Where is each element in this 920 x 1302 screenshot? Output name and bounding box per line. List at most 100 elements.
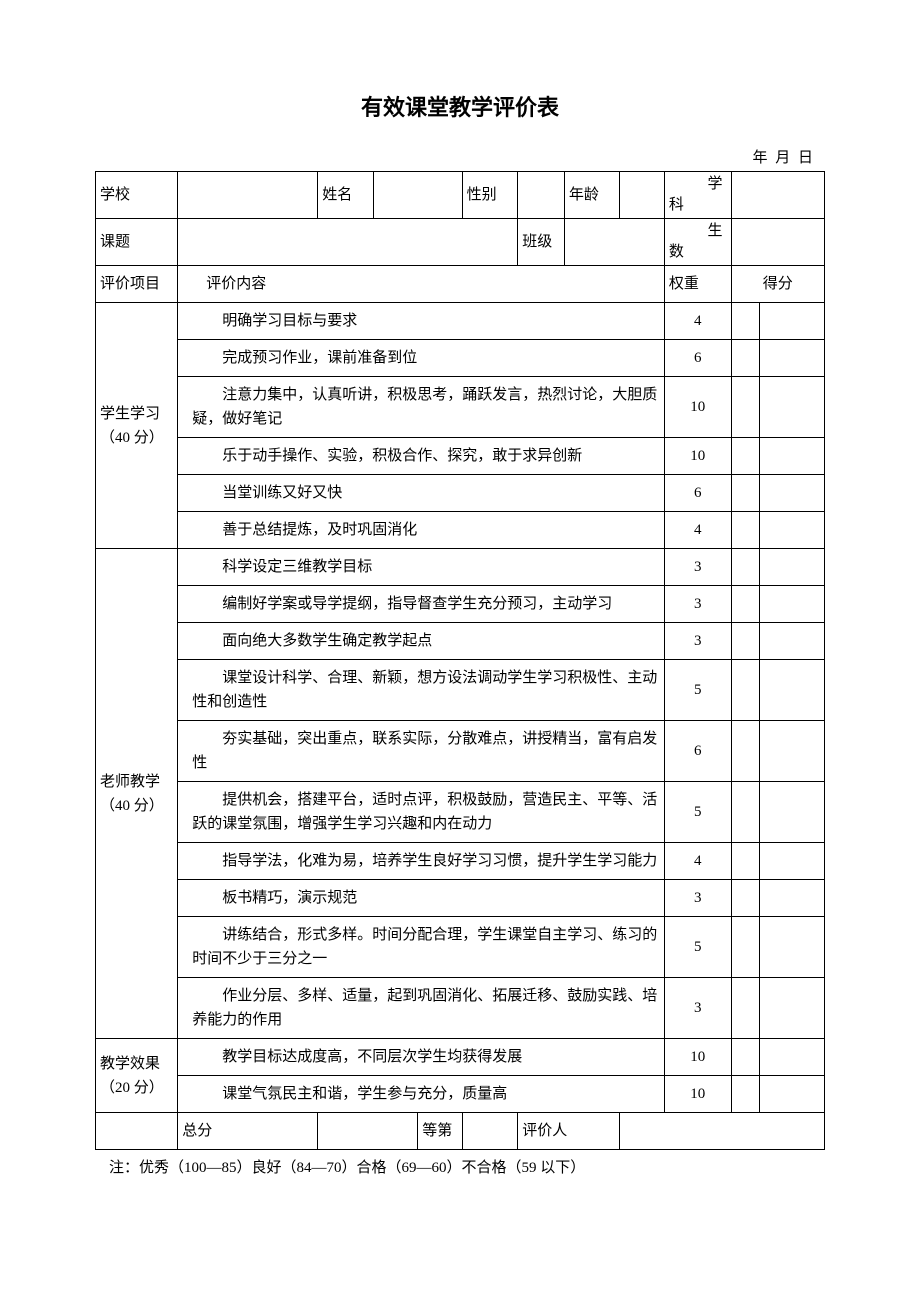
input-school[interactable] xyxy=(178,172,318,219)
criterion-1-8: 讲练结合，形式多样。时间分配合理，学生课堂自主学习、练习的时间不少于三分之一 xyxy=(178,917,665,978)
score-2-0b[interactable] xyxy=(760,1039,825,1076)
input-class[interactable] xyxy=(564,219,664,266)
score-1-2b[interactable] xyxy=(760,623,825,660)
score-1-8b[interactable] xyxy=(760,917,825,978)
weight-1-6: 4 xyxy=(664,843,731,880)
score-1-1b[interactable] xyxy=(760,586,825,623)
score-1-6a[interactable] xyxy=(731,843,760,880)
score-1-5a[interactable] xyxy=(731,782,760,843)
label-school: 学校 xyxy=(96,172,178,219)
score-1-1a[interactable] xyxy=(731,586,760,623)
score-0-1b[interactable] xyxy=(760,340,825,377)
weight-1-7: 3 xyxy=(664,880,731,917)
date-line: 年 月 日 xyxy=(95,146,825,167)
evaluation-table: 学校 姓名 性别 年龄 学 科 课题 班级 生 数 评价项目 评价内容 权重 得… xyxy=(95,171,825,1150)
criterion-1-0: 科学设定三维教学目标 xyxy=(178,549,665,586)
score-0-3a[interactable] xyxy=(731,438,760,475)
criterion-0-2: 注意力集中，认真听讲，积极思考，踊跃发言，热烈讨论，大胆质疑，做好笔记 xyxy=(178,377,665,438)
weight-0-0: 4 xyxy=(664,303,731,340)
score-1-7a[interactable] xyxy=(731,880,760,917)
footnote: 注：优秀（100—85）良好（84—70）合格（69—60）不合格（59 以下） xyxy=(95,1156,825,1180)
label-topic: 课题 xyxy=(96,219,178,266)
score-1-5b[interactable] xyxy=(760,782,825,843)
score-0-5b[interactable] xyxy=(760,512,825,549)
score-1-2a[interactable] xyxy=(731,623,760,660)
weight-2-0: 10 xyxy=(664,1039,731,1076)
footer-blank xyxy=(96,1113,178,1150)
score-1-4a[interactable] xyxy=(731,721,760,782)
criterion-1-1: 编制好学案或导学提纲，指导督查学生充分预习，主动学习 xyxy=(178,586,665,623)
score-0-5a[interactable] xyxy=(731,512,760,549)
score-1-3b[interactable] xyxy=(760,660,825,721)
criterion-1-9: 作业分层、多样、适量，起到巩固消化、拓展迁移、鼓励实践、培养能力的作用 xyxy=(178,978,665,1039)
score-2-1a[interactable] xyxy=(731,1076,760,1113)
weight-1-9: 3 xyxy=(664,978,731,1039)
label-age: 年龄 xyxy=(564,172,620,219)
weight-1-5: 5 xyxy=(664,782,731,843)
label-gender: 性别 xyxy=(462,172,518,219)
score-2-1b[interactable] xyxy=(760,1076,825,1113)
weight-1-4: 6 xyxy=(664,721,731,782)
score-0-3b[interactable] xyxy=(760,438,825,475)
label-class: 班级 xyxy=(518,219,565,266)
input-topic[interactable] xyxy=(178,219,518,266)
weight-1-1: 3 xyxy=(664,586,731,623)
weight-1-3: 5 xyxy=(664,660,731,721)
weight-1-0: 3 xyxy=(664,549,731,586)
input-total[interactable] xyxy=(318,1113,418,1150)
col-item: 评价项目 xyxy=(96,266,178,303)
label-subject: 学 科 xyxy=(664,172,731,219)
criterion-1-6: 指导学法，化难为易，培养学生良好学习习惯，提升学生学习能力 xyxy=(178,843,665,880)
criterion-0-4: 当堂训练又好又快 xyxy=(178,475,665,512)
input-count[interactable] xyxy=(731,219,824,266)
section-0-name: 学生学习（40 分） xyxy=(96,303,178,549)
score-2-0a[interactable] xyxy=(731,1039,760,1076)
col-content: 评价内容 xyxy=(178,266,665,303)
score-0-0a[interactable] xyxy=(731,303,760,340)
score-1-9a[interactable] xyxy=(731,978,760,1039)
section-2-name: 教学效果（20 分） xyxy=(96,1039,178,1113)
criterion-1-5: 提供机会，搭建平台，适时点评，积极鼓励，营造民主、平等、活跃的课堂氛围，增强学生… xyxy=(178,782,665,843)
score-1-7b[interactable] xyxy=(760,880,825,917)
label-name: 姓名 xyxy=(318,172,374,219)
criterion-0-3: 乐于动手操作、实验，积极合作、探究，敢于求异创新 xyxy=(178,438,665,475)
criterion-0-0: 明确学习目标与要求 xyxy=(178,303,665,340)
criterion-0-1: 完成预习作业，课前准备到位 xyxy=(178,340,665,377)
label-count: 生 数 xyxy=(664,219,731,266)
col-score: 得分 xyxy=(731,266,824,303)
col-weight: 权重 xyxy=(664,266,731,303)
input-age[interactable] xyxy=(620,172,664,219)
score-1-4b[interactable] xyxy=(760,721,825,782)
input-name[interactable] xyxy=(373,172,462,219)
score-0-2a[interactable] xyxy=(731,377,760,438)
score-1-3a[interactable] xyxy=(731,660,760,721)
score-1-0a[interactable] xyxy=(731,549,760,586)
input-evaluator[interactable] xyxy=(620,1113,825,1150)
criterion-1-4: 夯实基础，突出重点，联系实际，分散难点，讲授精当，富有启发性 xyxy=(178,721,665,782)
weight-0-3: 10 xyxy=(664,438,731,475)
section-1-name: 老师教学（40 分） xyxy=(96,549,178,1039)
input-grade[interactable] xyxy=(462,1113,518,1150)
score-1-9b[interactable] xyxy=(760,978,825,1039)
input-gender[interactable] xyxy=(518,172,565,219)
score-1-6b[interactable] xyxy=(760,843,825,880)
score-0-4b[interactable] xyxy=(760,475,825,512)
score-1-8a[interactable] xyxy=(731,917,760,978)
criterion-2-1: 课堂气氛民主和谐，学生参与充分，质量高 xyxy=(178,1076,665,1113)
criterion-1-3: 课堂设计科学、合理、新颖，想方设法调动学生学习积极性、主动性和创造性 xyxy=(178,660,665,721)
weight-1-8: 5 xyxy=(664,917,731,978)
input-subject[interactable] xyxy=(731,172,824,219)
score-0-1a[interactable] xyxy=(731,340,760,377)
score-0-0b[interactable] xyxy=(760,303,825,340)
weight-2-1: 10 xyxy=(664,1076,731,1113)
criterion-0-5: 善于总结提炼，及时巩固消化 xyxy=(178,512,665,549)
criterion-1-7: 板书精巧，演示规范 xyxy=(178,880,665,917)
weight-0-2: 10 xyxy=(664,377,731,438)
label-total: 总分 xyxy=(178,1113,318,1150)
weight-1-2: 3 xyxy=(664,623,731,660)
score-0-4a[interactable] xyxy=(731,475,760,512)
score-1-0b[interactable] xyxy=(760,549,825,586)
score-0-2b[interactable] xyxy=(760,377,825,438)
criterion-2-0: 教学目标达成度高，不同层次学生均获得发展 xyxy=(178,1039,665,1076)
criterion-1-2: 面向绝大多数学生确定教学起点 xyxy=(178,623,665,660)
